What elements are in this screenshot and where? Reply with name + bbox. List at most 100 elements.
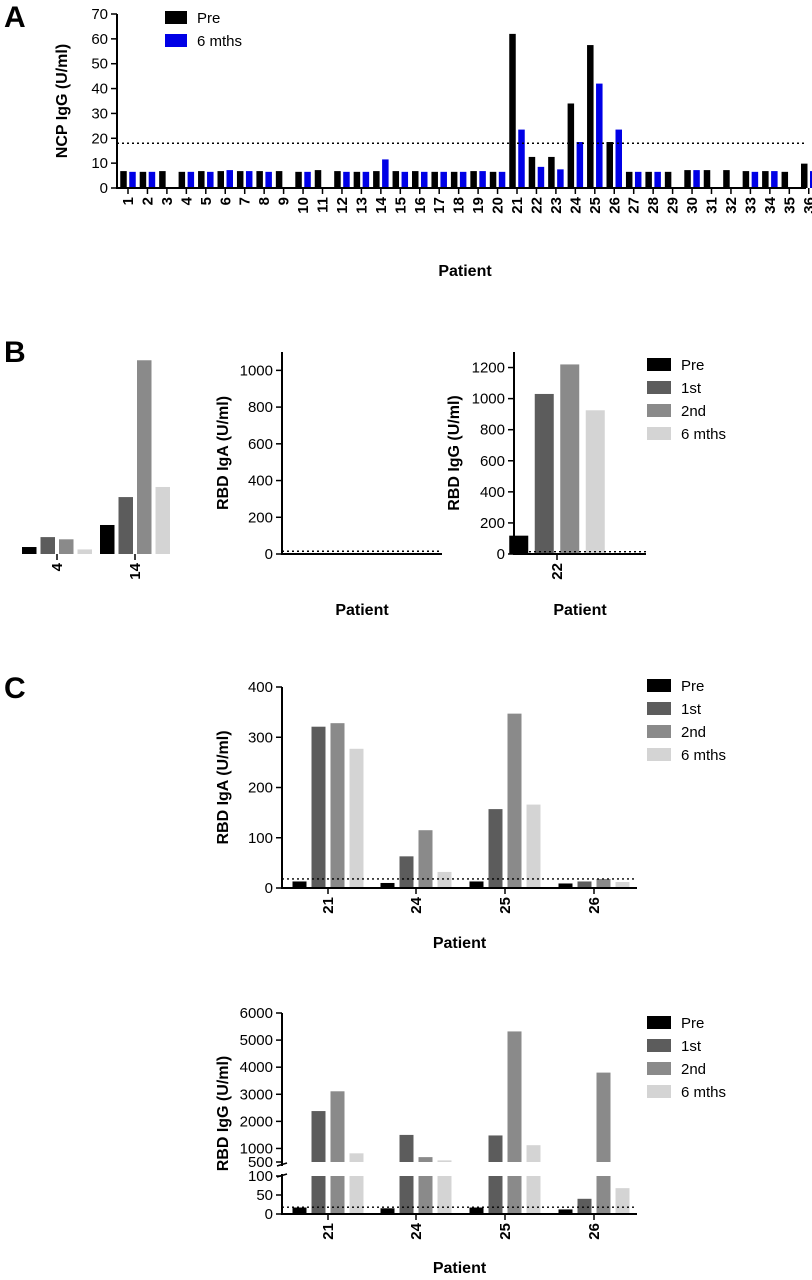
bar-a-pre-30	[684, 170, 691, 188]
x-tick-label-c-iga-25: 25	[497, 897, 514, 914]
bar-c-igg-2nd-21-lower	[330, 1176, 345, 1214]
x-tick-label-a-30: 30	[684, 197, 701, 214]
panel-letter-c: C	[4, 672, 26, 705]
y-tick-label-b-igg-800: 800	[480, 422, 505, 439]
bar-c-igg-2nd-26-lower	[596, 1176, 611, 1214]
y-tick-label-c-iga-0: 0	[265, 880, 273, 897]
x-tick-label-a-29: 29	[665, 197, 682, 214]
x-axis-title-b-igg: Patient	[553, 602, 607, 619]
bar-a-pre-26	[606, 142, 613, 188]
x-tick-label-a-20: 20	[490, 197, 507, 214]
bar-a-pre-19	[470, 171, 477, 188]
y-axis-title-c-iga: RBD IgA (U/ml)	[215, 730, 232, 844]
bar-c-igg-1st-24-lower	[399, 1176, 414, 1214]
y-tick-label-a-0: 0	[100, 180, 108, 197]
y-tick-label-c-igg-100: 100	[248, 1168, 273, 1185]
bar-a-6-mths-18	[459, 171, 467, 188]
bar-a-6-mths-33	[751, 171, 759, 188]
bar-b-iga-2nd-14	[137, 360, 152, 554]
bar-b-igg-6-mths-22	[585, 410, 605, 554]
x-tick-label-c-igg-26: 26	[586, 1223, 603, 1240]
y-tick-label-c-igg-2000: 2000	[240, 1113, 273, 1130]
bar-a-pre-7	[236, 171, 244, 188]
bar-a-6-mths-25	[596, 83, 603, 188]
x-axis-title-c-igg: Patient	[433, 1260, 487, 1277]
bar-a-pre-2	[139, 171, 147, 188]
x-tick-label-a-16: 16	[412, 197, 429, 214]
legend-label-a-6-mths: 6 mths	[197, 33, 242, 50]
x-tick-label-c-igg-21: 21	[320, 1223, 337, 1240]
bar-a-6-mths-15	[401, 171, 409, 188]
legend-label-c-igg-pre: Pre	[681, 1015, 704, 1032]
bar-b-iga-2nd-4	[59, 539, 74, 554]
y-tick-label-c-igg-50: 50	[256, 1187, 273, 1204]
legend-label-c-iga-6-mths: 6 mths	[681, 747, 726, 764]
bar-a-6-mths-30	[693, 170, 700, 188]
bar-c-igg-6-mths-24-lower	[437, 1176, 452, 1214]
bar-c-igg-2nd-25	[507, 1031, 522, 1162]
bar-a-pre-12	[334, 171, 341, 188]
y-tick-label-c-igg-5000: 5000	[240, 1032, 273, 1049]
bar-c-igg-6-mths-26	[615, 1188, 630, 1214]
y-tick-label-b-iga-200: 200	[248, 509, 273, 526]
bar-a-6-mths-22	[537, 166, 545, 188]
legend-swatch-b-igg-2nd	[647, 404, 671, 417]
y-tick-label-b-igg-200: 200	[480, 515, 505, 532]
bar-c-iga-1st-25	[488, 809, 503, 888]
bar-b-iga-pre-14	[100, 524, 115, 554]
legend-swatch-b-igg-1st	[647, 381, 671, 394]
panel-letter-a: A	[4, 1, 26, 34]
bar-c-igg-1st-25	[488, 1135, 503, 1162]
y-tick-label-a-70: 70	[91, 6, 108, 23]
bar-c-igg-1st-25-lower	[488, 1176, 503, 1214]
chart-c-rbd-iga: 0 100 200 300 400 21 24 25 26 Patient RBD IgA (U/m…	[215, 678, 726, 952]
x-tick-label-c-iga-26: 26	[586, 897, 603, 914]
y-tick-label-a-40: 40	[91, 81, 108, 98]
bar-a-pre-33	[742, 171, 750, 188]
bar-b-igg-1st-22	[534, 393, 554, 554]
bar-c-igg-1st-21	[311, 1111, 326, 1162]
bar-a-pre-11	[314, 170, 322, 188]
legend-label-c-iga-1st: 1st	[681, 701, 702, 718]
bar-a-6-mths-7	[245, 171, 253, 188]
x-tick-label-a-6: 6	[217, 197, 234, 205]
bar-c-igg-6-mths-21	[349, 1153, 364, 1162]
y-tick-label-b-igg-1000: 1000	[472, 391, 505, 408]
x-tick-label-a-18: 18	[451, 197, 468, 214]
y-tick-label-b-iga-800: 800	[248, 399, 273, 416]
y-tick-label-c-igg-1000: 1000	[240, 1140, 273, 1157]
x-axis-title-a: Patient	[438, 263, 492, 280]
x-tick-label-a-3: 3	[159, 197, 176, 205]
legend-label-c-igg-6-mths: 6 mths	[681, 1084, 726, 1101]
bar-a-6-mths-27	[634, 171, 642, 188]
y-tick-label-b-iga-1000: 1000	[240, 362, 273, 379]
x-axis-title-b-iga: Patient	[335, 602, 389, 619]
bar-c-iga-2nd-25	[507, 713, 522, 888]
bar-a-6-mths-28	[654, 171, 661, 188]
x-tick-label-a-2: 2	[139, 197, 156, 205]
y-tick-label-b-igg-0: 0	[497, 546, 505, 563]
bar-a-6-mths-1	[129, 171, 136, 188]
bar-a-6-mths-17	[440, 171, 447, 188]
x-tick-label-c-iga-24: 24	[408, 896, 425, 913]
legend-swatch-b-igg-pre	[647, 358, 671, 371]
bar-a-6-mths-14	[382, 159, 389, 188]
bar-a-6-mths-26	[615, 129, 622, 188]
x-tick-label-a-17: 17	[431, 197, 448, 214]
bar-a-pre-32	[723, 170, 730, 188]
bar-c-iga-6-mths-25	[526, 804, 541, 888]
x-tick-label-a-10: 10	[295, 197, 312, 214]
bar-c-iga-1st-24	[399, 856, 414, 888]
bar-a-pre-25	[587, 45, 594, 189]
x-tick-label-a-7: 7	[237, 197, 254, 205]
y-axis-title-b-igg: RBD IgG (U/ml)	[446, 395, 463, 511]
legend-swatch-c-iga-6-mths	[647, 748, 671, 761]
x-tick-label-a-25: 25	[587, 197, 604, 214]
bar-a-pre-29	[664, 171, 672, 188]
bar-a-pre-5	[198, 171, 205, 188]
bar-a-6-mths-12	[343, 171, 350, 188]
bar-c-iga-pre-21	[292, 881, 307, 888]
bar-a-6-mths-10	[304, 171, 311, 188]
x-tick-label-a-24: 24	[567, 196, 584, 213]
